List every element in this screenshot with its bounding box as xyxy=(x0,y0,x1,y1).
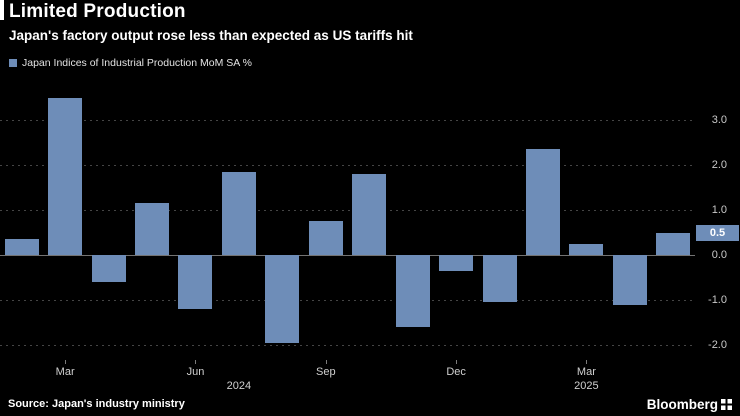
gridline xyxy=(0,345,695,347)
x-axis-tick xyxy=(65,360,67,364)
plot-area xyxy=(0,85,695,360)
x-axis-tick-label: Mar xyxy=(576,366,596,378)
x-axis-year-label: 2025 xyxy=(574,380,599,392)
bar-sep-2024 xyxy=(308,221,343,256)
bar-dec-2024 xyxy=(439,255,474,271)
bar-may-2024 xyxy=(135,203,170,256)
bar-jan-2025 xyxy=(482,255,517,303)
source-label: Source: Japan's industry ministry xyxy=(8,398,185,410)
bar-jun-2024 xyxy=(178,255,213,310)
x-axis-tick xyxy=(325,360,327,364)
gridline xyxy=(0,165,695,167)
bloomberg-grid-icon xyxy=(721,398,732,410)
bar-feb-2024 xyxy=(4,239,39,256)
y-axis-tick-label: 1.0 xyxy=(711,204,727,217)
x-axis-tick xyxy=(195,360,197,364)
x-axis-tick-label: Jun xyxy=(186,366,205,378)
bloomberg-wordmark: Bloomberg xyxy=(646,396,718,412)
x-axis-tick xyxy=(456,360,458,364)
bar-may-2025 xyxy=(656,232,691,256)
legend-swatch-icon xyxy=(9,59,17,67)
bar-aug-2024 xyxy=(265,255,300,343)
last-value-callout: 0.5 xyxy=(696,224,739,241)
y-axis-tick-label: 2.0 xyxy=(711,159,727,172)
x-axis-tick-label: Mar xyxy=(55,366,75,378)
bar-apr-2025 xyxy=(612,255,647,305)
bloomberg-logo: Bloomberg xyxy=(647,397,732,412)
x-axis-tick xyxy=(586,360,588,364)
y-axis-tick-label: -2.0 xyxy=(708,339,727,352)
bar-oct-2024 xyxy=(352,174,387,256)
title-accent-bar xyxy=(0,0,4,20)
chart-title: Limited Production xyxy=(9,1,186,22)
bar-mar-2025 xyxy=(569,243,604,256)
gridline xyxy=(0,210,695,212)
y-axis-tick-label: -1.0 xyxy=(708,294,727,307)
x-axis-tick-label: Dec xyxy=(446,366,466,378)
x-axis-tick-label: Sep xyxy=(315,366,336,378)
legend: Japan Indices of Industrial Production M… xyxy=(9,57,252,69)
bar-feb-2025 xyxy=(525,149,560,256)
footer: Source: Japan's industry ministry Bloomb… xyxy=(0,394,740,414)
y-axis-tick-label: 3.0 xyxy=(711,114,727,127)
gridline xyxy=(0,300,695,302)
x-axis-year-label: 2024 xyxy=(226,380,252,392)
gridline xyxy=(0,120,695,122)
zero-gridline xyxy=(0,255,695,257)
legend-label: Japan Indices of Industrial Production M… xyxy=(22,57,252,69)
y-axis: 3.0 2.0 1.0 0.0 -1.0 -2.0 0.5 xyxy=(695,85,740,360)
bar-nov-2024 xyxy=(395,255,430,328)
chart-subtitle: Japan's factory output rose less than ex… xyxy=(9,28,413,43)
bar-apr-2024 xyxy=(91,255,126,283)
y-axis-tick-label: 0.0 xyxy=(711,249,727,262)
x-axis: Mar Jun Sep Dec Mar 2024 2025 xyxy=(0,360,695,398)
bar-jul-2024 xyxy=(221,171,256,256)
bar-mar-2024 xyxy=(48,97,83,256)
